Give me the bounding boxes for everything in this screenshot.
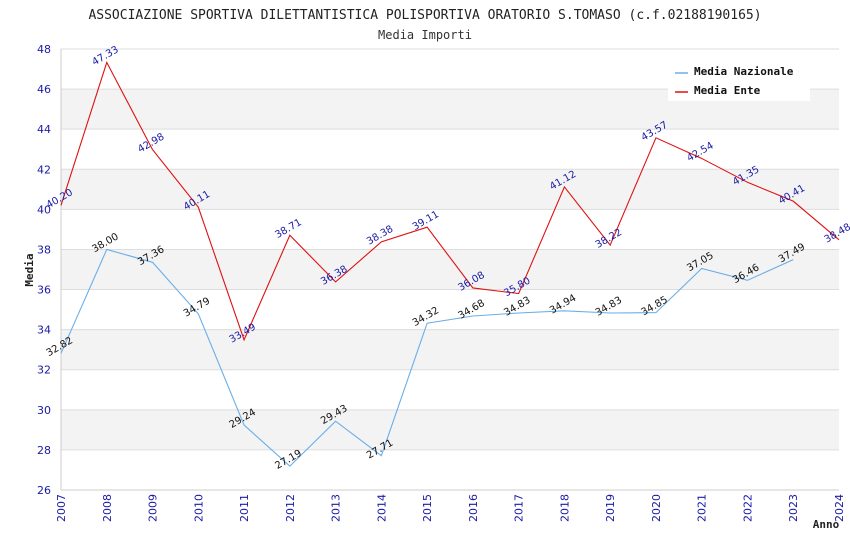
grid-band [61,449,839,490]
x-tick-label: 2013 [330,494,343,522]
x-tick-label: 2021 [696,494,709,522]
y-tick-label: 42 [37,163,51,176]
x-tick-label: 2011 [238,494,251,522]
x-tick-label: 2010 [192,494,205,522]
x-tick-label: 2015 [421,494,434,522]
y-tick-label: 38 [37,243,51,256]
y-axis-label: Media [23,253,36,286]
x-tick-label: 2007 [55,494,68,522]
x-tick-label: 2022 [741,494,754,522]
series-line-ente [60,61,840,342]
legend-label-nazionale: Media Nazionale [694,65,794,78]
grid-band [61,209,839,250]
x-tick-label: 2008 [101,494,114,522]
y-tick-label: 46 [37,83,51,96]
x-tick-labels: 2007 2008 2009 2010 2011 2012 2013 2014 2015 2016… [55,494,846,522]
y-tick-labels: 26 28 30 32 34 36 38 40 42 44 46 48 [37,43,51,497]
y-tick-label: 44 [37,123,51,136]
x-tick-label: 2024 [833,494,846,522]
grid-band [61,369,839,410]
x-axis-label: Anno [813,518,840,531]
plot-background-bands [61,49,839,490]
x-tick-label: 2017 [513,494,526,522]
x-tick-label: 2016 [467,494,480,522]
grid-band [61,169,839,210]
series-lines [60,61,840,467]
x-tick-label: 2020 [650,494,663,522]
chart-subtitle: Media Importi [378,28,472,42]
x-tick-label: 2023 [787,494,800,522]
grid-lines [61,48,839,491]
y-tick-label: 30 [37,404,51,417]
y-tick-label: 28 [37,444,51,457]
grid-band [61,129,839,170]
grid-band [61,329,839,370]
legend-label-ente: Media Ente [694,84,761,97]
y-tick-label: 48 [37,43,51,56]
grid-band [61,249,839,290]
legend: Media Nazionale Media Ente [668,59,810,101]
y-tick-label: 32 [37,364,51,377]
x-tick-label: 2014 [375,494,388,522]
y-tick-label: 26 [37,484,51,497]
chart-title: ASSOCIAZIONE SPORTIVA DILETTANTISTICA PO… [88,8,761,23]
y-tick-label: 36 [37,284,51,297]
legend-box [668,59,810,101]
x-tick-label: 2009 [147,494,160,522]
series-line-nazionale [60,248,794,467]
x-tick-label: 2019 [604,494,617,522]
y-tick-label: 40 [37,203,51,216]
x-tick-label: 2012 [284,494,297,522]
y-tick-label: 34 [37,324,51,337]
axes [60,49,839,491]
grid-band [61,409,839,450]
x-tick-label: 2018 [558,494,571,522]
grid-band [61,289,839,330]
